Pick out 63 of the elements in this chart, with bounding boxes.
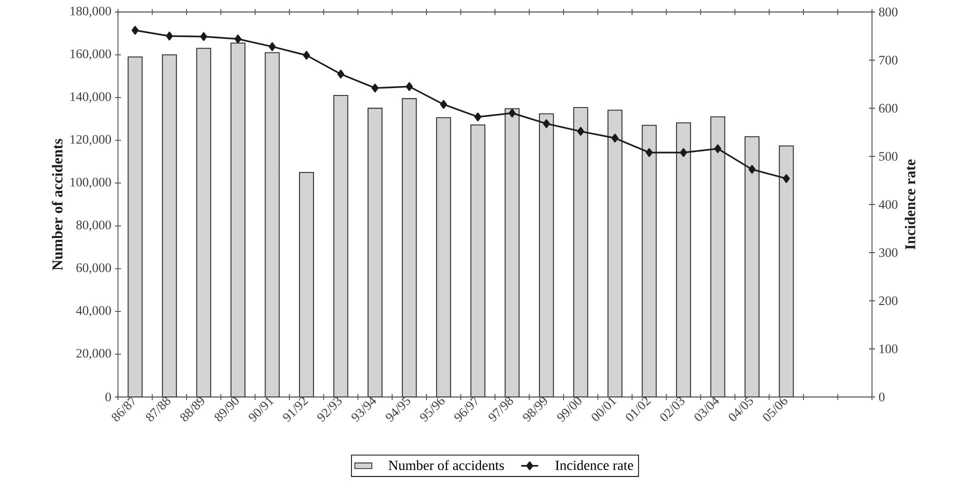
legend-label: Number of accidents <box>388 460 504 470</box>
y-tick-label: 140,000 <box>70 92 111 103</box>
bar <box>744 136 760 397</box>
y2-tick-label: 400 <box>878 200 898 209</box>
point <box>132 26 139 35</box>
y2-tick-label: 0 <box>879 392 885 402</box>
bar <box>504 108 520 397</box>
bar <box>264 52 280 397</box>
point <box>714 144 722 154</box>
y2-tick-label: 300 <box>879 248 898 257</box>
y2-tick-label: 500 <box>879 152 898 161</box>
bar <box>608 110 622 397</box>
y2-tick-label: 100 <box>880 344 898 354</box>
y-tick-label: 0 <box>106 392 111 402</box>
point <box>680 148 687 157</box>
bar <box>368 108 382 397</box>
point <box>234 34 242 44</box>
y2-axis-title: Incidence rate <box>904 159 916 250</box>
point <box>646 148 653 157</box>
bar <box>128 56 143 397</box>
y2-tick-label: 700 <box>879 56 898 64</box>
point <box>200 32 208 41</box>
y2-tick-label: 800 <box>879 8 898 16</box>
bar <box>642 124 657 397</box>
point <box>440 100 448 109</box>
bar <box>470 124 486 397</box>
y-tick-label: 40,000 <box>76 306 111 317</box>
bar <box>299 172 314 397</box>
point <box>337 70 344 78</box>
y2-tick-label: 200 <box>879 296 898 306</box>
point <box>406 82 413 91</box>
point <box>372 84 379 92</box>
y-tick-label: 100,000 <box>70 178 111 188</box>
bar <box>196 48 212 397</box>
bar <box>538 113 554 397</box>
point <box>542 119 550 128</box>
bar <box>676 122 691 397</box>
point <box>166 32 173 40</box>
y-tick-label: 120,000 <box>70 135 111 146</box>
point <box>577 126 584 136</box>
point <box>474 112 482 122</box>
y-tick-label: 180,000 <box>70 6 111 18</box>
bar <box>573 107 588 397</box>
y2-tick-label: 600 <box>879 104 898 113</box>
y-tick-label: 20,000 <box>76 348 111 360</box>
point <box>268 42 276 52</box>
point <box>303 50 310 60</box>
point <box>611 134 618 142</box>
bar <box>710 116 726 397</box>
point <box>508 108 516 118</box>
bar <box>436 117 452 397</box>
y-tick-label: 80,000 <box>76 220 111 232</box>
point <box>782 174 790 183</box>
y-tick-label: 60,000 <box>76 263 111 274</box>
bar <box>333 94 348 397</box>
bar <box>230 42 246 397</box>
point <box>748 164 756 174</box>
bar <box>778 145 794 397</box>
y-axis-title: Number of accidents <box>52 138 63 270</box>
y-tick-label: 160,000 <box>70 49 111 60</box>
bar <box>402 98 417 397</box>
bar <box>162 54 177 397</box>
legend-label: Incidence rate <box>555 460 634 470</box>
